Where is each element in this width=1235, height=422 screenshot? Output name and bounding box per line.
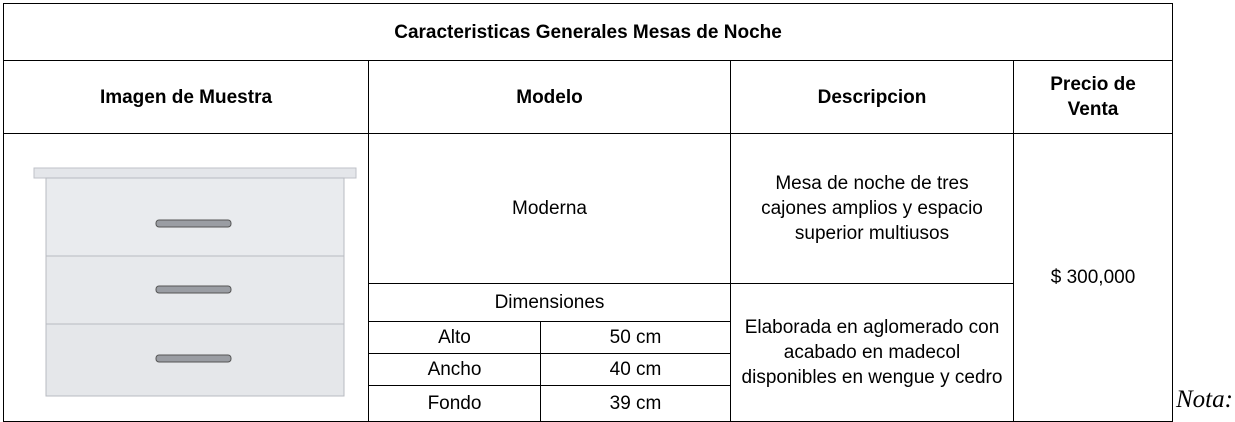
note: Nota: — [1176, 386, 1233, 413]
header: Precio de Venta — [1012, 60, 1174, 134]
dimensions-label: Dimensiones — [368, 283, 731, 322]
material: Elaborada en aglomerado con acabado en m… — [730, 283, 1014, 422]
dimension-value: 50 cm — [540, 321, 731, 354]
description: Mesa de noche de tres cajones amplios y … — [730, 133, 1014, 284]
dimension-value: 39 cm — [540, 385, 731, 422]
header: Modelo — [368, 60, 731, 134]
model-name: Moderna — [368, 133, 731, 284]
image-cell — [3, 133, 369, 422]
price: $ 300,000 — [1012, 133, 1174, 422]
nightstand-image — [33, 167, 357, 397]
table-title: Caracteristicas Generales Mesas de Noche — [2, 3, 1174, 61]
dimension-name: Alto — [368, 321, 541, 354]
spec-table: Caracteristicas Generales Mesas de Noche… — [2, 3, 1174, 422]
dimension-name: Ancho — [368, 353, 541, 386]
header: Descripcion — [730, 60, 1014, 134]
header: Imagen de Muestra — [3, 60, 369, 134]
dimension-value: 40 cm — [540, 353, 731, 386]
dimension-name: Fondo — [368, 385, 541, 422]
